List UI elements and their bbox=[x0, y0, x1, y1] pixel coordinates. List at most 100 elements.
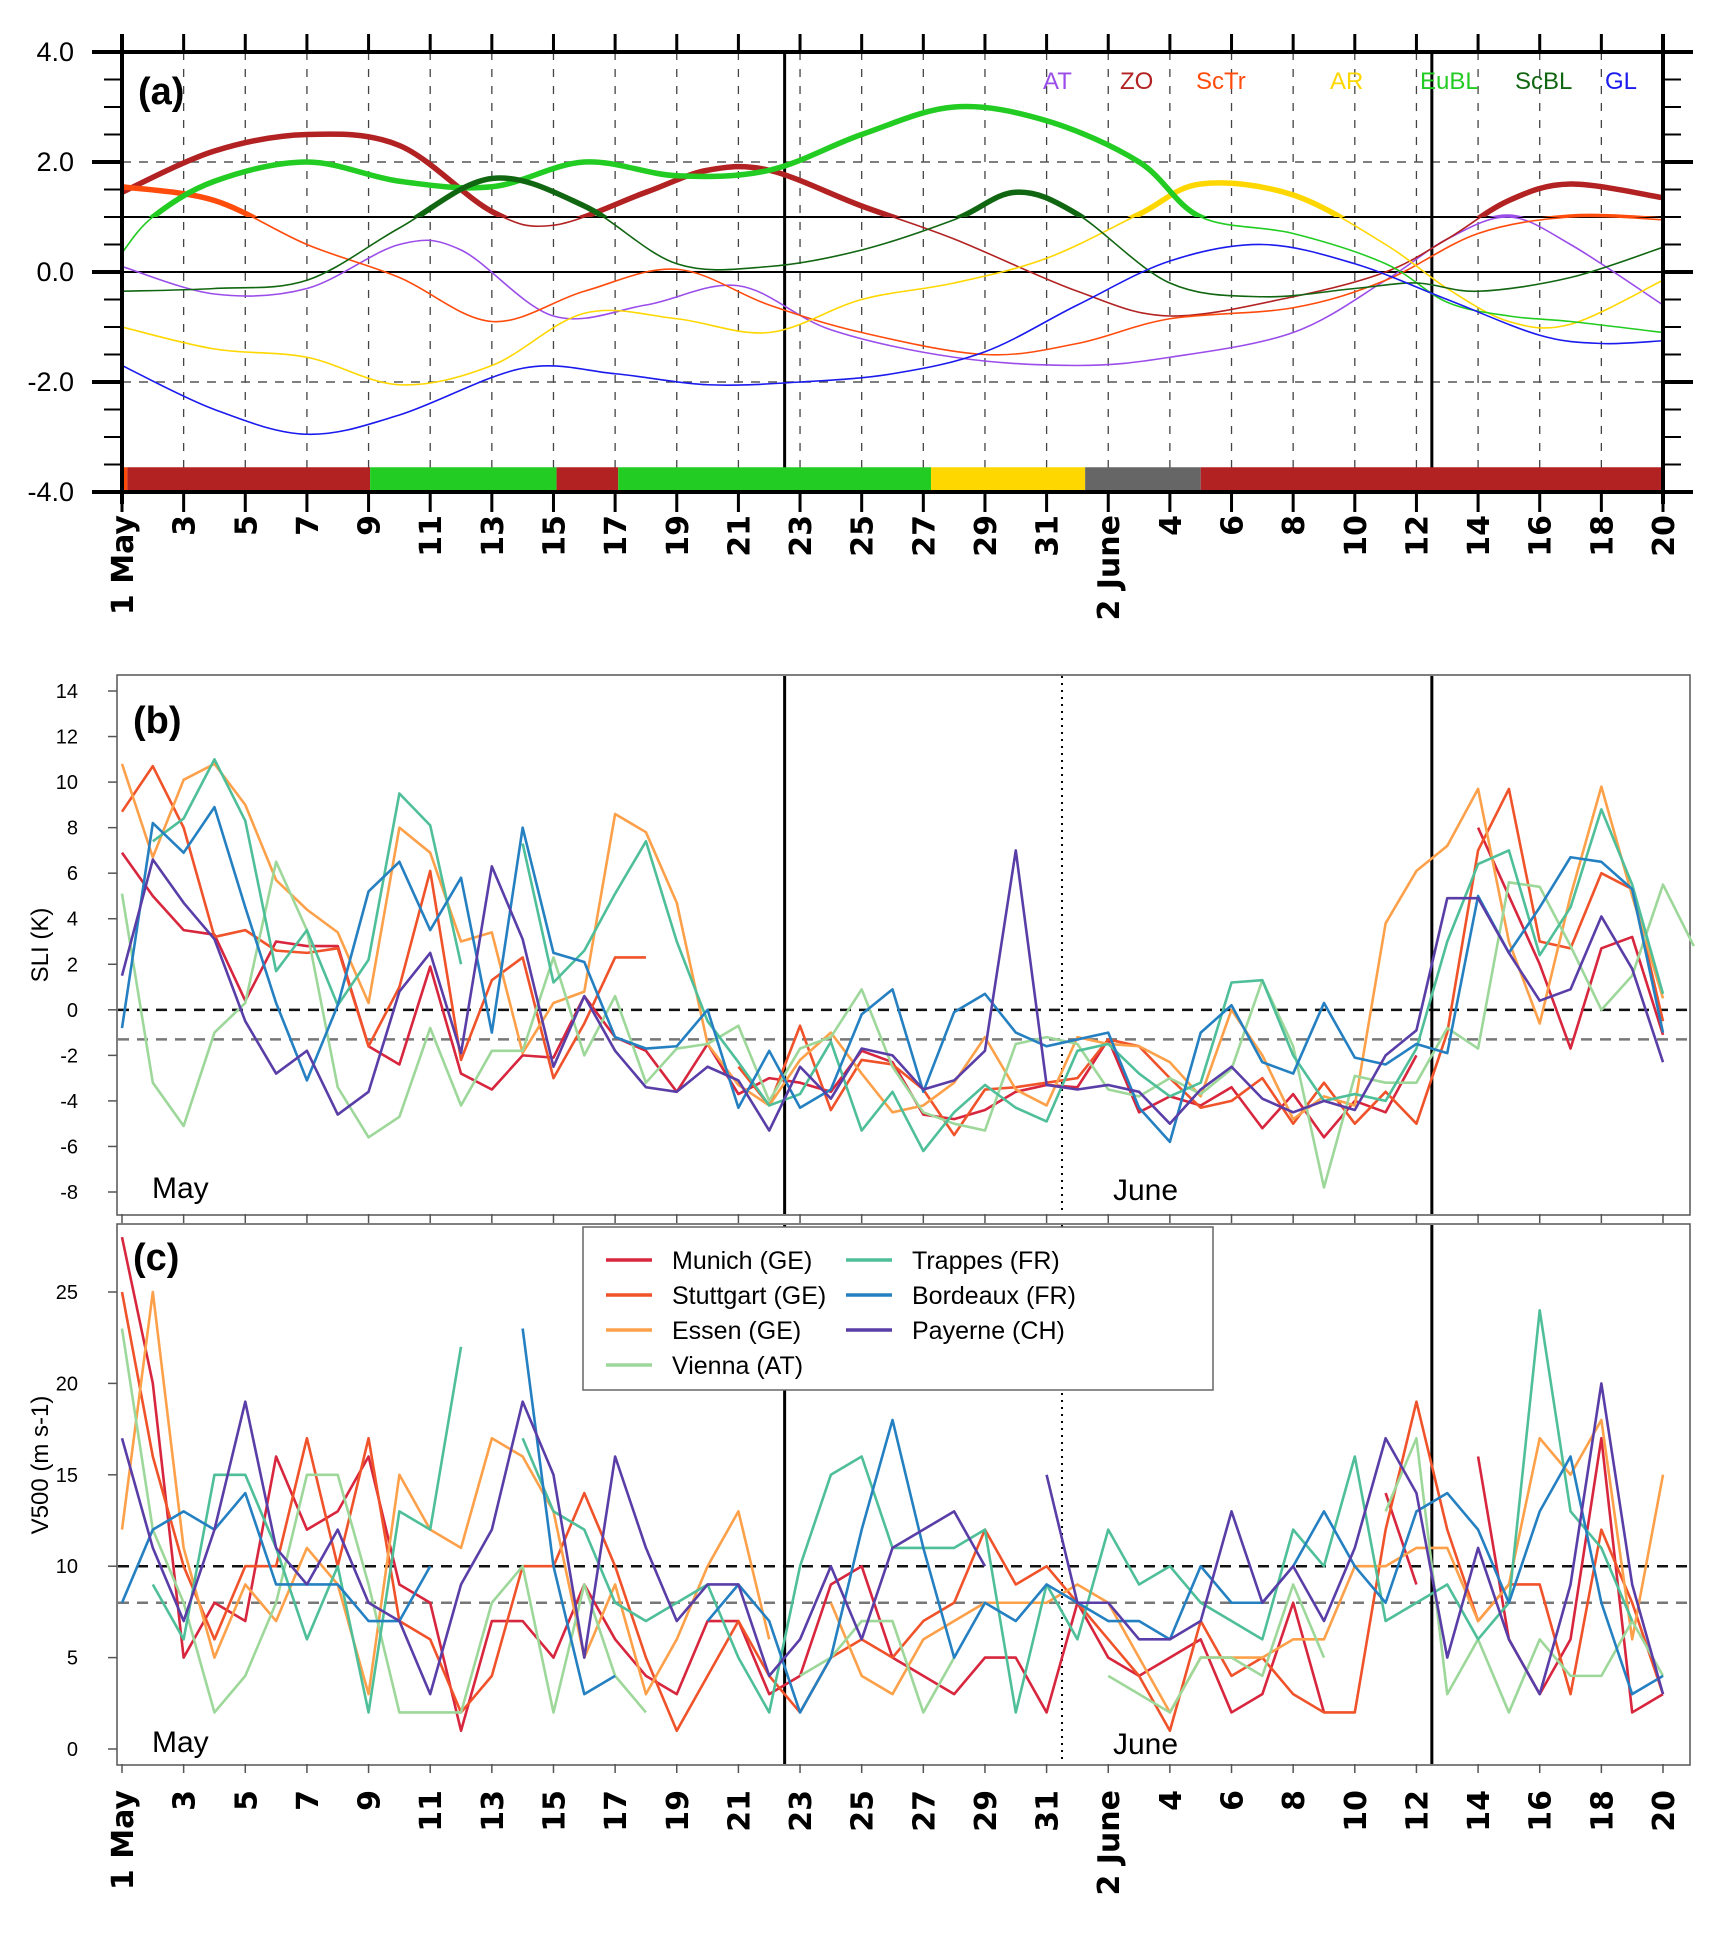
panel-b-axes: 14 12 10 8 6 4 2 0 -2 -4 -6 -8 bbox=[56, 681, 1664, 1223]
date-label: 3 bbox=[168, 1790, 203, 1811]
date-label: 18 bbox=[1585, 1790, 1620, 1832]
regime-bar-segment-zo bbox=[1200, 467, 1663, 490]
date-label: 27 bbox=[907, 515, 942, 557]
date-label: 1 May bbox=[106, 515, 141, 615]
panel-c-date-labels: 1 May 3 5 7 9 11 13 15 17 19 21 23 25 27 29 31 2 June 4 6 8… bbox=[106, 1790, 1682, 1896]
station-line-bordeaux-fr bbox=[521, 1328, 616, 1696]
panel-b-series bbox=[120, 758, 1695, 1189]
panel-a-date-labels: 1 May 3 5 7 9 11 13 15 17 19 21 23 25 27 29 31 2 June 4 6 8… bbox=[106, 515, 1682, 621]
station-line-bordeaux-fr bbox=[120, 805, 1665, 1144]
date-label: 31 bbox=[1031, 515, 1066, 557]
regime-index-line-gl bbox=[122, 243, 1663, 436]
station-line-munich-ge bbox=[1476, 1436, 1664, 1714]
y-tick-label: -6 bbox=[60, 1136, 78, 1158]
panel-b-month-june: June bbox=[1113, 1174, 1178, 1207]
date-label: 14 bbox=[1462, 515, 1497, 557]
date-label: 4 bbox=[1154, 515, 1189, 536]
legend-label-essen-ge: Essen (GE) bbox=[672, 1317, 801, 1345]
date-label: 18 bbox=[1585, 515, 1620, 557]
regime-index-line-scbl bbox=[122, 177, 1663, 298]
station-line-bordeaux-fr bbox=[706, 1418, 1664, 1714]
regime-bar-segment-zo bbox=[127, 467, 371, 490]
panel-c-label: (c) bbox=[133, 1237, 179, 1279]
panel-a-series bbox=[122, 103, 1663, 436]
y-tick-label: 8 bbox=[67, 818, 78, 840]
station-line-stuttgart-ge bbox=[120, 764, 646, 1080]
panel-b-month-may: May bbox=[152, 1172, 209, 1205]
regime-index-line-sctr bbox=[122, 185, 1663, 356]
panel-c-series bbox=[120, 1236, 1665, 1733]
date-label: 15 bbox=[537, 515, 572, 557]
date-label: 6 bbox=[1216, 515, 1251, 536]
regime-legend-scbl: ScBL bbox=[1515, 68, 1572, 95]
date-label: 7 bbox=[291, 1790, 326, 1811]
date-label: 4 bbox=[1154, 1790, 1189, 1811]
y-tick-label: 10 bbox=[56, 772, 78, 794]
y-tick-label: -4.0 bbox=[27, 477, 74, 507]
panel-b-frame bbox=[116, 674, 1691, 1216]
regime-index-active-zo bbox=[122, 131, 1663, 217]
date-label: 20 bbox=[1647, 515, 1682, 557]
y-tick-label: 14 bbox=[56, 681, 78, 703]
y-tick-label: 2.0 bbox=[36, 147, 74, 177]
date-label: 19 bbox=[661, 1790, 696, 1832]
regime-legend-ar: AR bbox=[1330, 68, 1363, 95]
date-label: 29 bbox=[969, 1790, 1004, 1832]
date-label: 5 bbox=[229, 515, 264, 536]
y-tick-label: 5 bbox=[67, 1648, 78, 1670]
date-label: 8 bbox=[1277, 515, 1312, 536]
y-tick-label: 20 bbox=[56, 1373, 78, 1395]
y-tick-label: 4.0 bbox=[36, 37, 74, 67]
date-label: 14 bbox=[1462, 1790, 1497, 1832]
date-label: 1 May bbox=[106, 1790, 141, 1890]
y-tick-label: 10 bbox=[56, 1556, 78, 1578]
legend-label-stuttgart-ge: Stuttgart (GE) bbox=[672, 1282, 826, 1310]
legend-label-payerne-ch: Payerne (CH) bbox=[912, 1317, 1065, 1345]
y-tick-label: 15 bbox=[56, 1465, 78, 1487]
date-label: 10 bbox=[1339, 1790, 1374, 1832]
station-legend: Munich (GE) Stuttgart (GE) Essen (GE) Vienn… bbox=[582, 1226, 1214, 1391]
date-label: 13 bbox=[476, 1790, 511, 1832]
regime-bar-segment-eubl bbox=[370, 467, 557, 490]
regime-legend-at: AT bbox=[1043, 68, 1072, 95]
date-label: 31 bbox=[1031, 1790, 1066, 1832]
date-label: 19 bbox=[661, 515, 696, 557]
station-line-vienna-at bbox=[1107, 1583, 1326, 1714]
regime-legend-zo: ZO bbox=[1120, 68, 1153, 95]
legend-label-munich-ge: Munich (GE) bbox=[672, 1247, 812, 1275]
panel-c-axes: 25 20 15 10 5 0 bbox=[56, 1282, 1664, 1773]
date-label: 16 bbox=[1524, 1790, 1559, 1832]
panel-a: 4.0 2.0 0.0 -2.0 -4.0 (a) AT ZO ScTr AR EuBL ScBL… bbox=[27, 34, 1693, 512]
panel-c-month-may: May bbox=[152, 1726, 209, 1759]
station-line-vienna-at bbox=[799, 1619, 956, 1714]
date-label: 23 bbox=[784, 515, 819, 557]
station-line-payerne-ch bbox=[120, 849, 1665, 1132]
regime-bar-segment-sctr bbox=[122, 467, 128, 490]
date-label: 20 bbox=[1647, 1790, 1682, 1832]
panel-b-label: (b) bbox=[133, 700, 182, 742]
legend-label-bordeaux-fr: Bordeaux (FR) bbox=[912, 1282, 1076, 1310]
station-line-munich-ge bbox=[1476, 827, 1665, 1050]
date-label: 29 bbox=[969, 515, 1004, 557]
date-label: 9 bbox=[353, 515, 388, 536]
panel-b-reference-lines bbox=[118, 676, 1689, 1214]
y-tick-label: -8 bbox=[60, 1182, 78, 1204]
station-line-munich-ge bbox=[120, 851, 1418, 1139]
legend-label-trappes-fr: Trappes (FR) bbox=[912, 1247, 1060, 1275]
date-label: 6 bbox=[1216, 1790, 1251, 1811]
regime-bar-segment-zo bbox=[556, 467, 619, 490]
y-tick-label: -2 bbox=[60, 1045, 78, 1067]
date-label: 13 bbox=[476, 515, 511, 557]
regime-index-active-eubl bbox=[148, 103, 1209, 217]
station-line-trappes-fr bbox=[151, 1346, 463, 1714]
date-label: 2 June bbox=[1092, 515, 1127, 621]
date-label: 8 bbox=[1277, 1790, 1312, 1811]
date-label: 12 bbox=[1400, 1790, 1435, 1832]
panel-a-label: (a) bbox=[138, 71, 184, 113]
date-label: 10 bbox=[1339, 515, 1374, 557]
panel-a-grid bbox=[122, 52, 1663, 492]
date-label: 21 bbox=[722, 1790, 757, 1832]
regime-index-line-ar bbox=[122, 182, 1663, 386]
station-line-essen-ge bbox=[829, 1418, 1665, 1714]
